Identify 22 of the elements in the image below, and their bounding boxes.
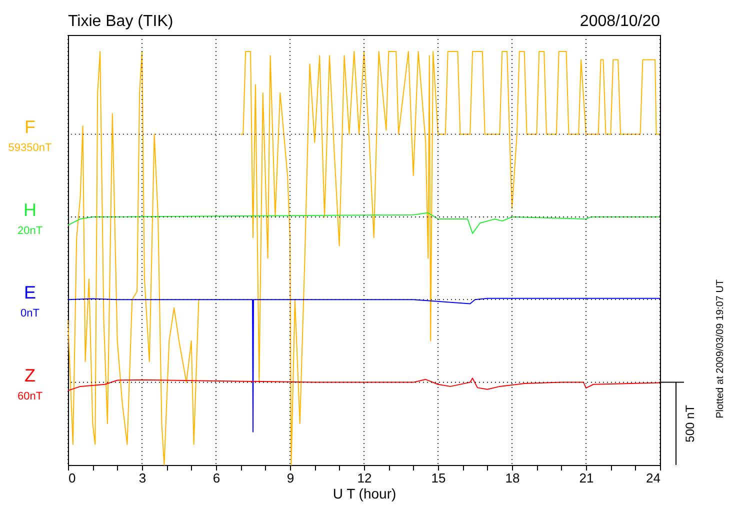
ref-line-label: 20nT [17,224,43,237]
x-tick-label: 12 [357,470,372,486]
text: Plotted at 2009/03/09 19:07 UT [715,279,726,418]
series-label: E [24,282,36,303]
x-tick-label: 24 [646,470,660,486]
x-tick-label: 9 [286,470,294,486]
text: F [24,117,36,138]
x-axis-title: U T (hour) [332,486,396,502]
x-tick-label: 0 [68,470,76,486]
x-tick-label: 21 [579,470,594,486]
x-tick-label: 15 [431,470,446,486]
x-tick-label: 3 [138,470,146,486]
text: 500 nT [683,404,697,442]
ref-line-label: 0nT [20,308,40,320]
chart-title: Tixie Bay (TIK) [68,13,174,30]
x-tick-label: 6 [212,470,220,486]
x-tick-label: 18 [505,470,520,486]
series-label: Z [24,365,36,386]
ref-line-label: 59350nT [8,142,52,154]
chart-subtitle: 2008/10/20 [580,13,660,30]
ref-line-label: 60nT [17,390,43,402]
series-label: H [24,200,36,220]
